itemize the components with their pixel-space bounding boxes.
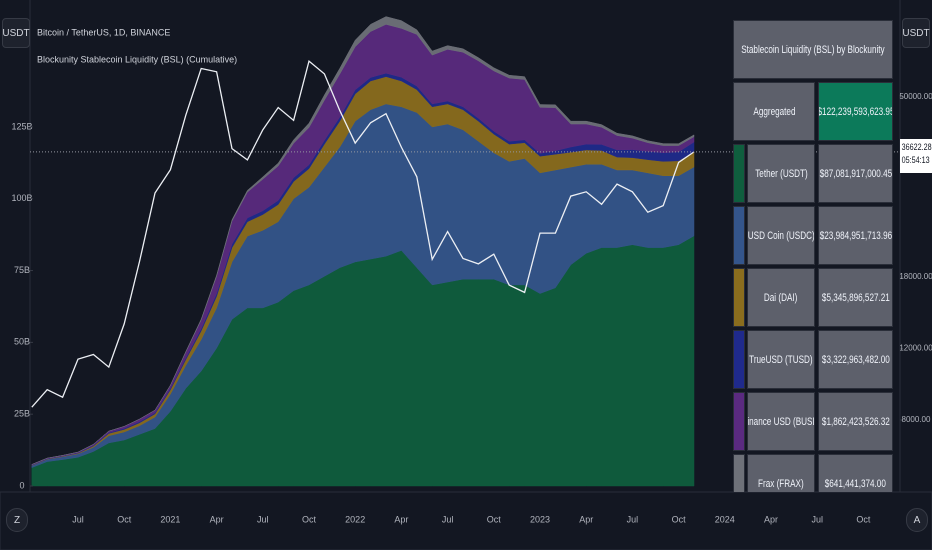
- symbol-header: Bitcoin / TetherUS, 1D, BINANCE: [37, 27, 170, 37]
- indicator-header: Blockunity Stablecoin Liquidity (BSL) (C…: [37, 54, 237, 64]
- table-title-text: Stablecoin Liquidity (BSL) by Blockunity: [741, 43, 885, 56]
- row-value-text: $641,441,374.00: [824, 477, 887, 490]
- y-tick-label: 75B: [14, 265, 30, 275]
- stacked-area: [31, 16, 695, 465]
- x-tick-label: Jul: [442, 514, 454, 524]
- x-tick-label: Oct: [856, 514, 871, 524]
- row-label: Dai (DAI): [747, 268, 815, 327]
- row-label: Tether (USDT): [747, 144, 815, 203]
- y-tick-label: 25B: [14, 409, 30, 419]
- x-tick-label: Jul: [72, 514, 84, 524]
- y-tick-label: 125B: [11, 121, 32, 131]
- row-value-text: $87,081,917,000.45: [819, 167, 892, 180]
- currency-button[interactable]: USDT: [2, 18, 30, 48]
- color-swatch: [733, 268, 745, 327]
- auto-scale-button[interactable]: A: [906, 508, 928, 532]
- zoom-button[interactable]: Z: [6, 508, 28, 532]
- y-tick-label: 0: [19, 480, 24, 490]
- last-price: 36622.28: [901, 141, 932, 152]
- row-label-text: USD Coin (USDC): [747, 229, 815, 242]
- price-line: [31, 59, 695, 408]
- price-tag: 36622.28 05:54:13: [900, 138, 932, 173]
- x-tick-label: 2024: [715, 514, 735, 524]
- stacked-area: [31, 235, 695, 487]
- y2-tick-label: 50000.00: [899, 92, 932, 101]
- color-swatch: [733, 206, 745, 265]
- y-tick-label: 100B: [11, 193, 32, 203]
- currency-button[interactable]: USDT: [902, 18, 930, 48]
- row-value: $23,984,951,713.96: [818, 206, 893, 265]
- x-tick-label: Apr: [394, 514, 408, 524]
- y2-tick-label: 18000.00: [899, 272, 932, 281]
- row-value: $122,239,593,623.95: [818, 105, 893, 118]
- x-tick-label: 2021: [160, 514, 180, 524]
- data-table: Stablecoin Liquidity (BSL) by Blockunity…: [733, 20, 893, 492]
- color-swatch: [733, 330, 745, 389]
- row-label-text: Frax (FRAX): [758, 477, 804, 490]
- x-axis-bar: [0, 491, 932, 550]
- color-swatch: [733, 144, 745, 203]
- row-value: $1,862,423,526.32: [818, 392, 893, 451]
- x-tick-label: Oct: [672, 514, 687, 524]
- color-swatch: [733, 454, 745, 492]
- row-value-text: $5,345,896,527.21: [821, 291, 890, 304]
- table-cell: $122,239,593,623.95: [818, 82, 893, 141]
- row-label: Binance USD (BUSD): [747, 392, 815, 451]
- x-tick-label: Apr: [210, 514, 224, 524]
- x-tick-label: Oct: [302, 514, 317, 524]
- price-timer: 05:54:13: [901, 154, 930, 165]
- row-label-text: Dai (DAI): [764, 291, 798, 304]
- y2-tick-label: 12000.00: [899, 344, 932, 353]
- color-swatch: [733, 392, 745, 451]
- x-tick-label: Jul: [811, 514, 823, 524]
- row-label-text: TrueUSD (TUSD): [749, 353, 813, 366]
- table-cell: Aggregated: [733, 82, 815, 141]
- y2-tick-label: 8000.00: [902, 415, 931, 424]
- x-tick-label: Apr: [764, 514, 778, 524]
- x-tick-label: 2023: [530, 514, 550, 524]
- x-tick-label: 2022: [345, 514, 365, 524]
- table-title: Stablecoin Liquidity (BSL) by Blockunity: [733, 20, 893, 79]
- row-value-text: $23,984,951,713.96: [819, 229, 892, 242]
- row-value-text: $1,862,423,526.32: [821, 415, 890, 428]
- row-value: $641,441,374.00: [818, 454, 893, 492]
- x-tick-label: Jul: [627, 514, 639, 524]
- x-tick-label: Apr: [579, 514, 593, 524]
- row-label: Aggregated: [752, 105, 796, 118]
- x-tick-label: Jul: [257, 514, 269, 524]
- row-value: $3,322,963,482.00: [818, 330, 893, 389]
- row-label: Frax (FRAX): [747, 454, 815, 492]
- row-label-text: Tether (USDT): [754, 167, 808, 180]
- row-label-text: Binance USD (BUSD): [747, 415, 814, 428]
- plot-area: [31, 16, 695, 487]
- x-tick-label: Oct: [117, 514, 132, 524]
- y-tick-label: 50B: [14, 337, 30, 347]
- x-tick-label: Oct: [487, 514, 502, 524]
- row-value: $5,345,896,527.21: [818, 268, 893, 327]
- row-value: $87,081,917,000.45: [818, 144, 893, 203]
- row-label: TrueUSD (TUSD): [747, 330, 815, 389]
- row-value-text: $3,322,963,482.00: [821, 353, 890, 366]
- row-label: USD Coin (USDC): [747, 206, 815, 265]
